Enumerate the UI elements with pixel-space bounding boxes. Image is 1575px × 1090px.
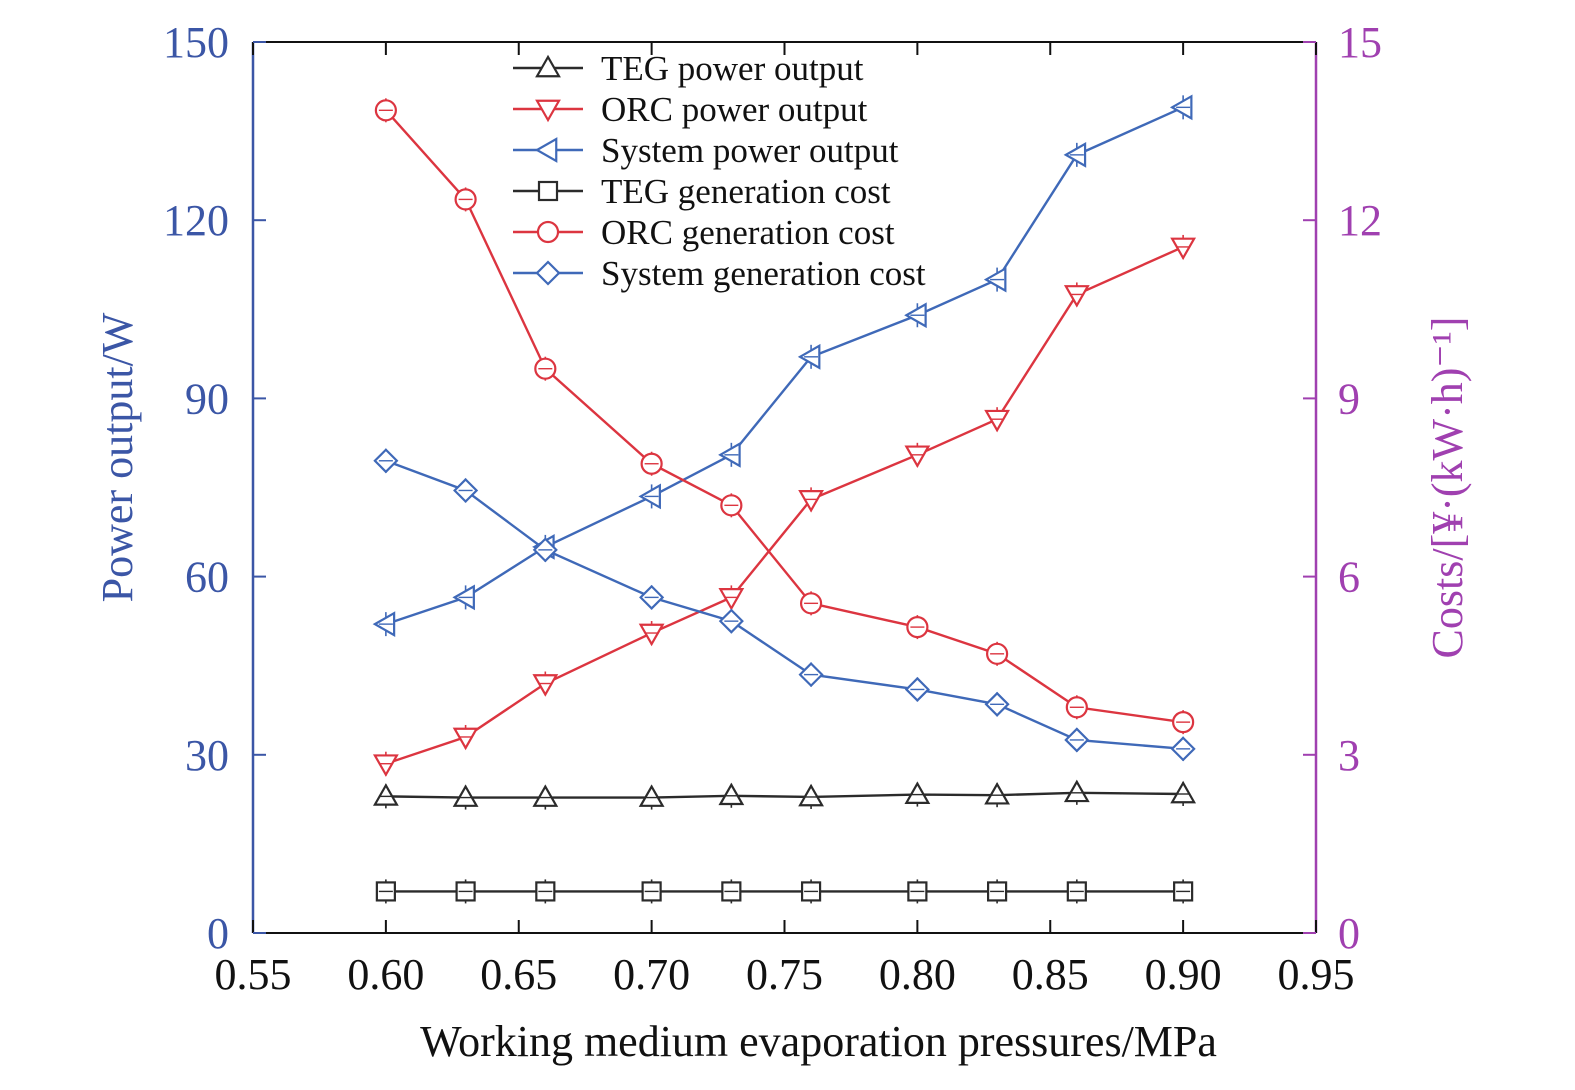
data-point: [1063, 779, 1090, 803]
legend-item: TEG generation cost: [513, 172, 891, 211]
legend-item: TEG power output: [513, 49, 864, 88]
legend-item: ORC power output: [513, 90, 868, 129]
series-teg-generation-cost: [375, 879, 1194, 904]
data-point: [904, 445, 931, 469]
y-left-tick-label: 120: [163, 196, 229, 245]
data-point: [984, 409, 1010, 433]
series-line: [384, 109, 1184, 724]
y-right-axis-title: Costs/[¥·(kW·h)⁻¹]: [1423, 317, 1472, 659]
y-right-tick-label: 0: [1338, 909, 1360, 958]
series-teg-power-output: [372, 779, 1197, 810]
y-left-tick-label: 0: [207, 909, 229, 958]
data-point: [372, 783, 399, 806]
data-point: [904, 781, 931, 804]
data-point: [798, 783, 824, 807]
series-orc-generation-cost: [374, 98, 1195, 735]
data-point: [1170, 780, 1197, 804]
x-tick-label: 0.75: [746, 950, 823, 999]
x-tick-label: 0.90: [1145, 950, 1222, 999]
series-line: [385, 791, 1184, 799]
y-right-tick-label: 3: [1338, 731, 1360, 780]
x-tick-label: 0.95: [1278, 950, 1355, 999]
legend-label: System generation cost: [601, 254, 926, 293]
series-group: [372, 94, 1197, 904]
data-point: [1063, 285, 1090, 308]
series-system-power-output: [372, 94, 1193, 638]
data-point: [452, 727, 479, 751]
series-line: [385, 245, 1184, 765]
x-tick-label: 0.70: [613, 950, 690, 999]
legend-label: TEG generation cost: [601, 172, 891, 211]
series-line: [385, 459, 1184, 751]
plot-frame-group: [251, 41, 1318, 934]
y-left-tick-label: 150: [163, 18, 229, 67]
legend-label: ORC power output: [601, 90, 868, 129]
y-right-tick-label: 9: [1338, 374, 1360, 423]
legend-label: TEG power output: [601, 49, 864, 88]
legend-label: ORC generation cost: [601, 213, 895, 252]
data-point: [718, 782, 745, 806]
y-left-tick-label: 90: [185, 374, 229, 423]
legend-label: System power output: [601, 131, 899, 170]
data-point: [798, 490, 824, 513]
x-tick-label: 0.85: [1012, 950, 1089, 999]
data-point: [984, 781, 1010, 805]
x-tick-label: 0.80: [879, 950, 956, 999]
legend-marker: [535, 260, 561, 286]
legend-item: ORC generation cost: [513, 213, 895, 252]
y-right-tick-label: 12: [1338, 196, 1382, 245]
data-point: [1170, 237, 1197, 261]
axis-labels-group: 0.55 0.60 0.65 0.70 0.75 0.80 0.85 0.90 0.950306…: [93, 18, 1472, 1066]
data-point: [638, 784, 665, 807]
legend-marker: [535, 54, 561, 78]
x-tick-label: 0.65: [480, 950, 557, 999]
data-point: [532, 674, 559, 697]
legend-marker: [536, 220, 560, 244]
data-point: [718, 588, 745, 611]
y-left-tick-label: 60: [185, 553, 229, 602]
y-left-tick-label: 30: [185, 731, 229, 780]
x-axis-title: Working medium evaporation pressures/MPa: [420, 1017, 1217, 1066]
series-line: [385, 106, 1184, 626]
series-orc-power-output: [372, 234, 1197, 777]
data-point: [452, 784, 479, 807]
legend-item: System generation cost: [513, 254, 926, 293]
x-tick-label: 0.60: [347, 950, 424, 999]
legend-item: System power output: [513, 131, 899, 170]
legend-marker: [535, 99, 561, 123]
y-right-tick-label: 6: [1338, 553, 1360, 602]
series-system-generation-cost: [373, 448, 1196, 762]
y-right-tick-label: 15: [1338, 18, 1382, 67]
y-left-axis-title: Power output/W: [93, 312, 142, 602]
legend-marker: [537, 180, 559, 202]
data-point: [532, 784, 559, 807]
legend-marker: [534, 137, 558, 163]
x-tick-label: 0.55: [215, 950, 292, 999]
data-point: [638, 623, 665, 647]
data-point: [372, 754, 399, 777]
